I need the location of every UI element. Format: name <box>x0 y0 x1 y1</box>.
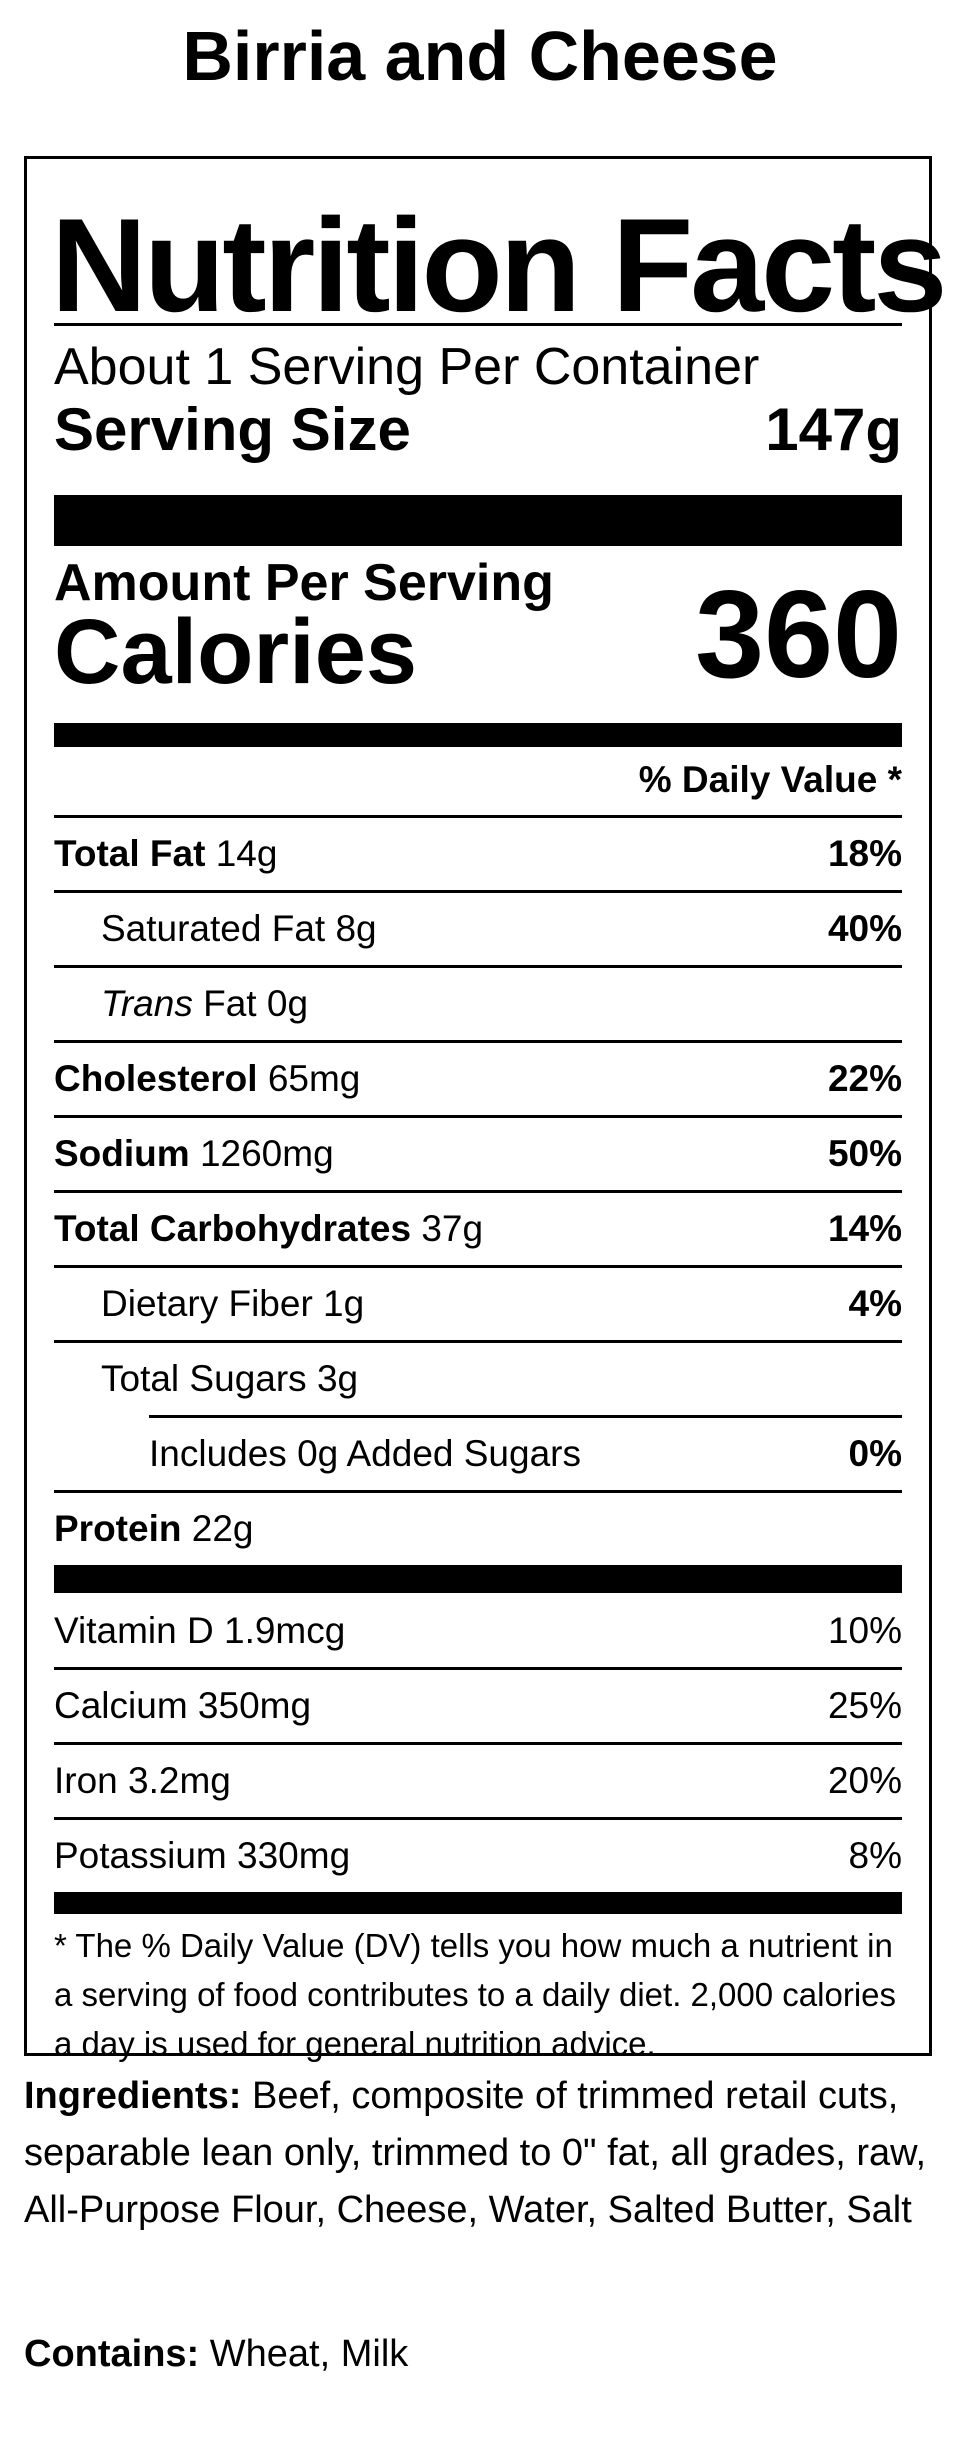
vitamin-name: Vitamin D 1.9mcg <box>54 1610 346 1651</box>
nutrient-daily-value: 50% <box>827 1133 902 1174</box>
contains-label: Contains: <box>24 2333 200 2375</box>
vitamin-daily-value: 10% <box>827 1610 902 1651</box>
divider <box>54 323 902 326</box>
thick-divider <box>54 495 902 546</box>
nutrient-name: Total Carbohydrates <box>54 1208 412 1249</box>
nutrient-name: Cholesterol <box>54 1058 258 1099</box>
thick-divider <box>54 1565 902 1593</box>
nutrient-amount: 22g <box>181 1508 254 1549</box>
calories-value: 360 <box>695 566 902 704</box>
nutrient-row-cholesterol: Cholesterol 65mg 22% <box>54 1043 902 1115</box>
vitamin-daily-value: 20% <box>827 1760 902 1801</box>
nutrient-amount: 65mg <box>257 1058 361 1099</box>
divider <box>54 1115 902 1118</box>
vitamin-row-calcium: Calcium 350mg 25% <box>54 1670 902 1742</box>
contains-text: Wheat, Milk <box>199 2333 409 2375</box>
ingredients-label: Ingredients: <box>24 2075 242 2117</box>
nutrient-row-total-sugars: Total Sugars 3g <box>101 1343 902 1415</box>
nutrient-name: Sodium <box>54 1133 190 1174</box>
serving-size-label: Serving Size <box>54 396 411 463</box>
divider <box>54 1817 902 1820</box>
nutrient-daily-value: 40% <box>827 908 902 949</box>
nutrition-facts-heading: Nutrition Facts <box>51 192 947 340</box>
nutrient-name: Total Fat <box>54 833 206 874</box>
vitamin-daily-value: 8% <box>848 1835 902 1876</box>
nutrient-daily-value: 4% <box>848 1283 902 1324</box>
thick-divider <box>54 1892 902 1914</box>
nutrient-amount: 1g <box>312 1283 365 1324</box>
daily-value-header: % Daily Value * <box>638 759 902 800</box>
nutrient-amount: 37g <box>411 1208 484 1249</box>
serving-size-value: 147g <box>765 396 902 463</box>
nutrient-amount: 14g <box>205 833 278 874</box>
nutrient-daily-value: 14% <box>827 1208 902 1249</box>
vitamin-row-vitamin-d: Vitamin D 1.9mcg 10% <box>54 1595 902 1667</box>
nutrient-amount: 1260mg <box>189 1133 334 1174</box>
vitamin-name: Potassium 330mg <box>54 1835 351 1876</box>
nutrient-daily-value: 0% <box>848 1433 902 1474</box>
divider <box>54 1190 902 1193</box>
divider <box>149 1415 902 1418</box>
nutrient-name: Dietary Fiber <box>101 1283 313 1324</box>
nutrient-amount: Fat 0g <box>192 983 309 1024</box>
nutrient-amount: 8g <box>325 908 377 949</box>
nutrient-row-total-carbohydrates: Total Carbohydrates 37g 14% <box>54 1193 902 1265</box>
nutrient-name: Trans <box>101 983 193 1024</box>
nutrient-row-total-fat: Total Fat 14g 18% <box>54 818 902 890</box>
thick-divider <box>54 723 902 747</box>
nutrient-name: Includes 0g Added Sugars <box>149 1433 581 1474</box>
divider <box>54 1490 902 1493</box>
daily-value-footnote: * The % Daily Value (DV) tells you how m… <box>54 1927 896 2062</box>
servings-per-container: About 1 Serving Per Container <box>54 338 760 396</box>
vitamin-name: Iron 3.2mg <box>54 1760 231 1801</box>
amount-per-serving: Amount Per Serving <box>54 554 554 612</box>
vitamin-row-iron: Iron 3.2mg 20% <box>54 1745 902 1817</box>
nutrient-row-sodium: Sodium 1260mg 50% <box>54 1118 902 1190</box>
ingredients-statement: Ingredients: Beef, composite of trimmed … <box>24 2068 936 2239</box>
nutrient-name: Saturated Fat <box>101 908 326 949</box>
calories-label: Calories <box>54 601 418 703</box>
divider <box>54 965 902 968</box>
vitamin-daily-value: 25% <box>827 1685 902 1726</box>
divider <box>54 890 902 893</box>
nutrition-facts-panel: Nutrition Facts About 1 Serving Per Cont… <box>24 156 947 2062</box>
divider <box>54 815 902 818</box>
allergen-statement: Contains: Wheat, Milk <box>24 2326 936 2383</box>
nutrient-row-added-sugars: Includes 0g Added Sugars 0% <box>149 1418 902 1490</box>
vitamin-name: Calcium 350mg <box>54 1685 312 1726</box>
divider <box>54 1742 902 1745</box>
nutrient-row-protein: Protein 22g <box>54 1493 902 1565</box>
product-title: Birria and Cheese <box>182 17 778 95</box>
nutrient-row-saturated-fat: Saturated Fat 8g 40% <box>101 893 902 965</box>
divider <box>54 1265 902 1268</box>
nutrient-row-dietary-fiber: Dietary Fiber 1g 4% <box>101 1268 902 1340</box>
nutrient-name: Protein <box>54 1508 182 1549</box>
divider <box>54 1340 902 1343</box>
nutrient-daily-value: 18% <box>827 833 902 874</box>
divider <box>54 1040 902 1043</box>
divider <box>54 1667 902 1670</box>
ingredients-text: Beef, composite of trimmed retail cuts, … <box>24 2075 927 2231</box>
nutrient-daily-value: 22% <box>827 1058 902 1099</box>
nutrient-row-trans-fat: Trans Fat 0g <box>101 968 902 1040</box>
nutrient-amount: 3g <box>306 1358 359 1399</box>
vitamin-row-potassium: Potassium 330mg 8% <box>54 1820 902 1892</box>
serving-size-row: Serving Size 147g <box>54 397 902 463</box>
nutrient-name: Total Sugars <box>101 1358 307 1399</box>
